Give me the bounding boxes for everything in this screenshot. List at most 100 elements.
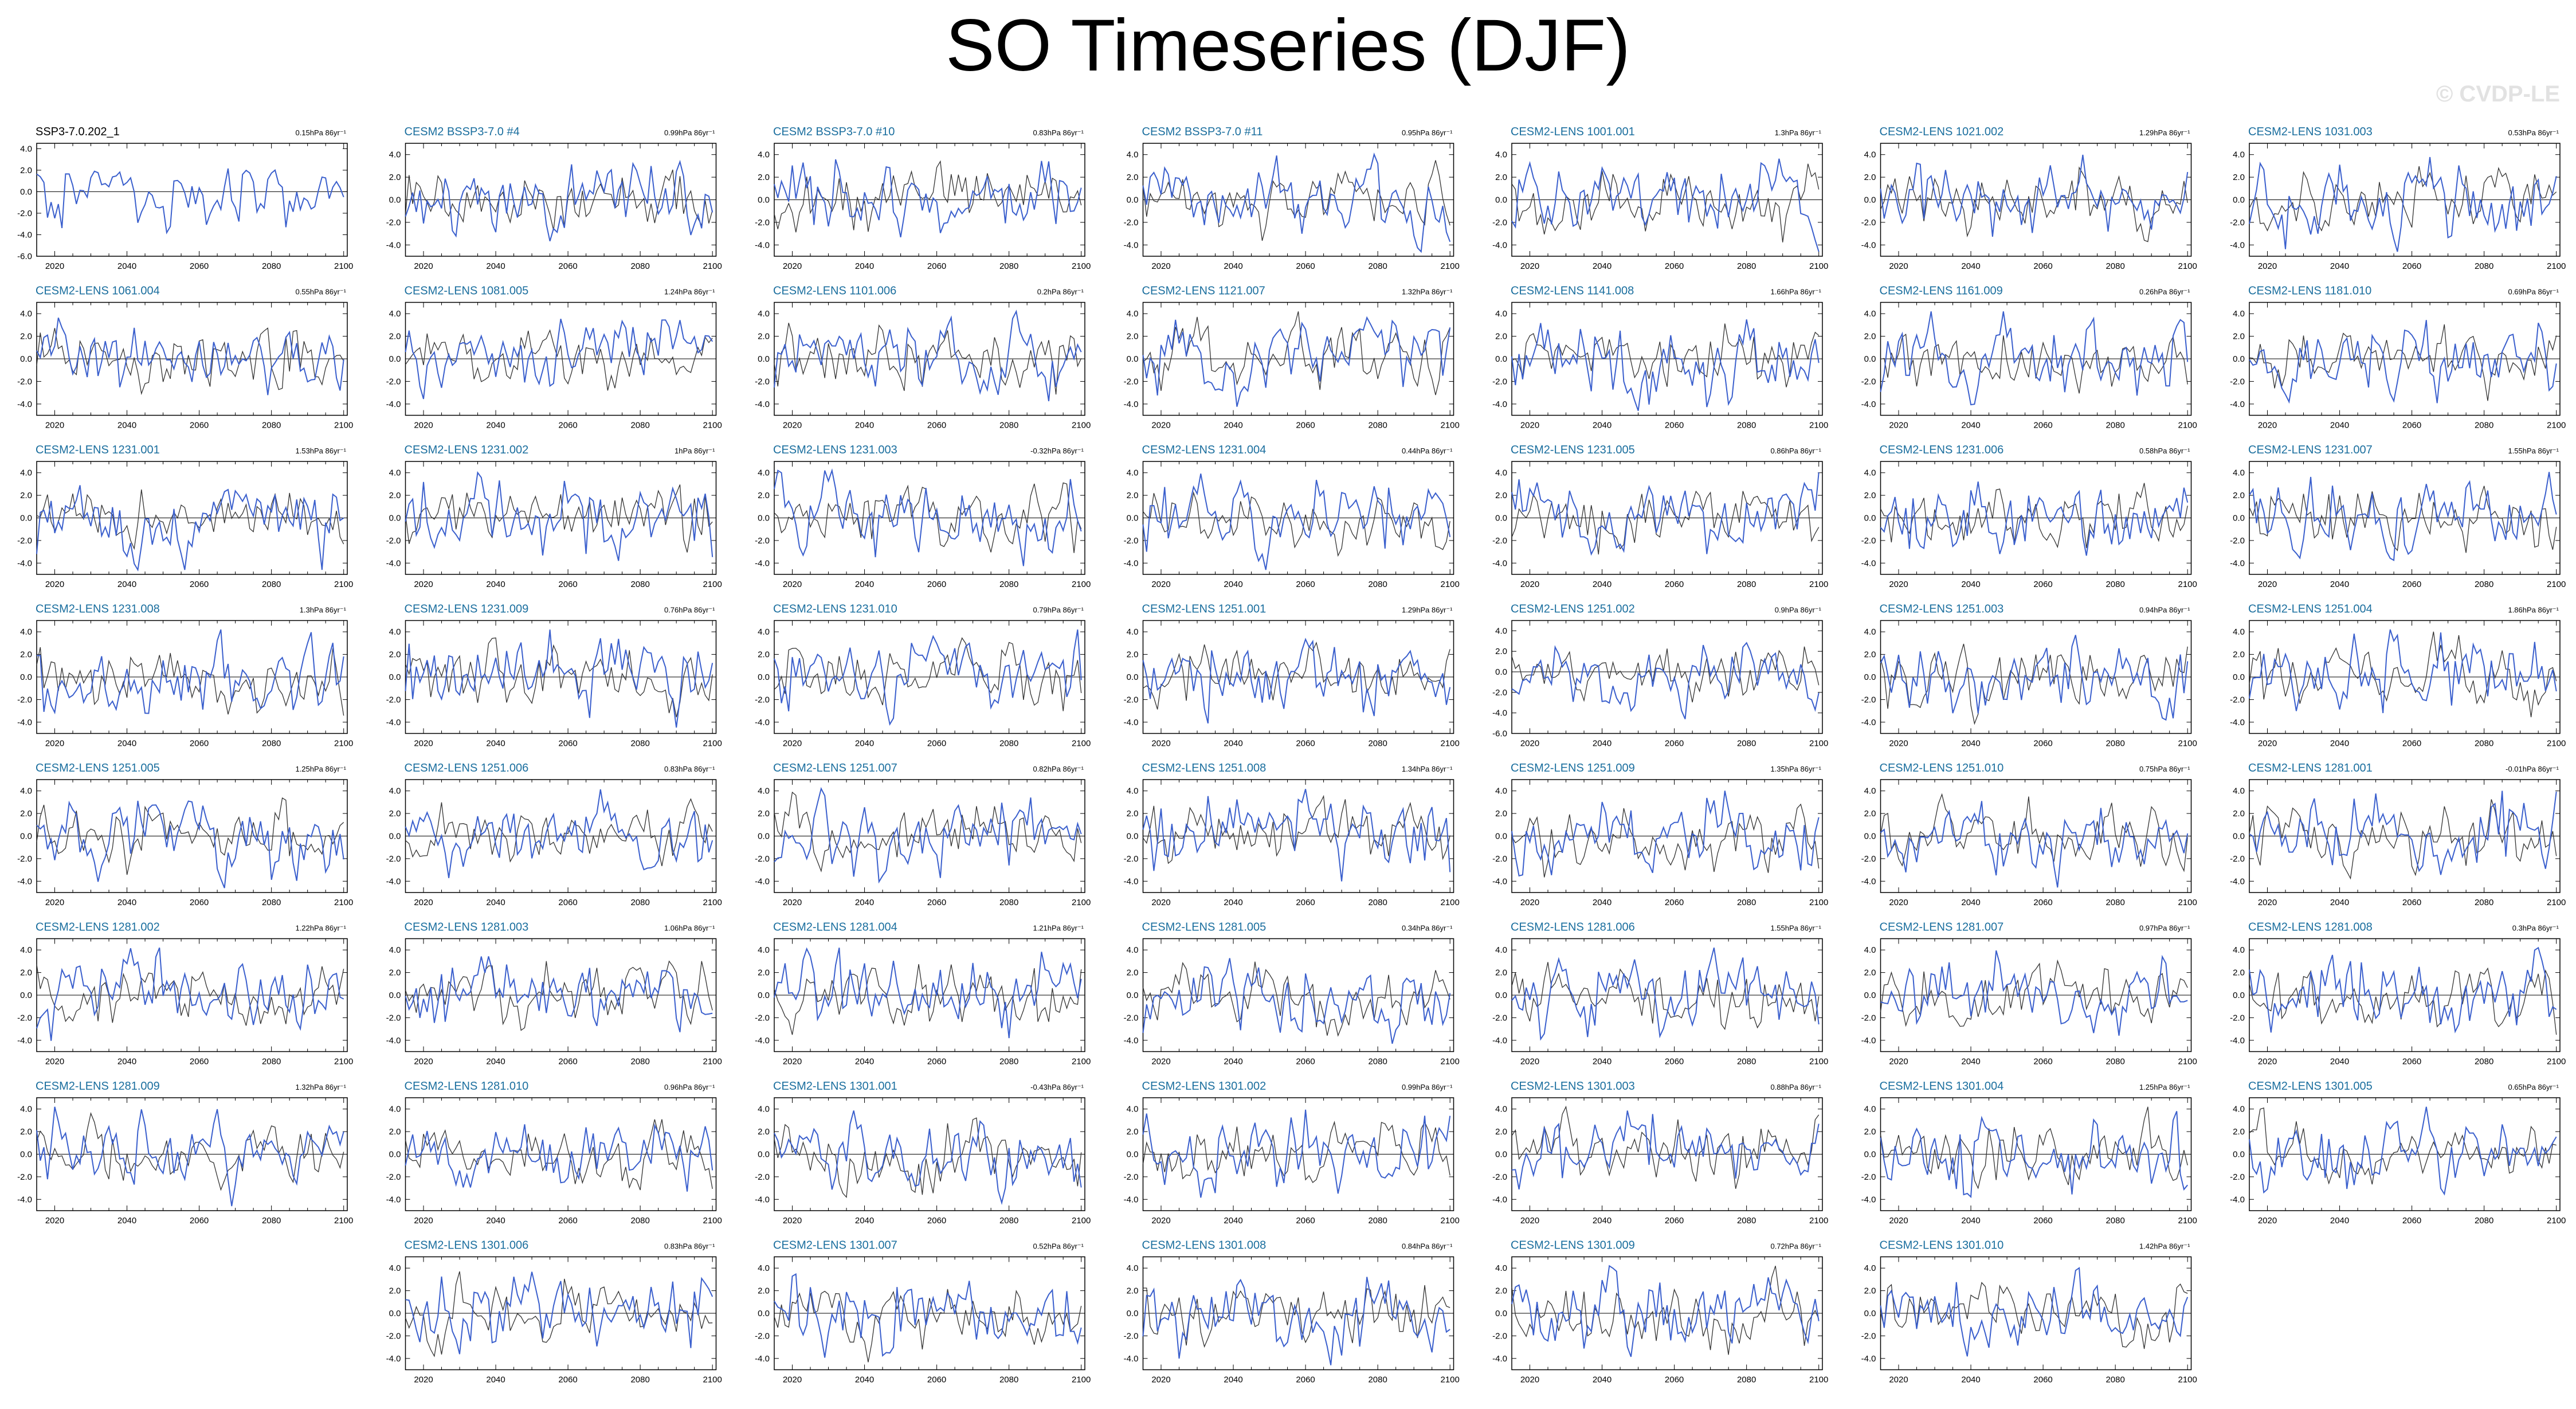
y-tick-label: -2.0	[1492, 854, 1507, 864]
trend-label: 1.86hPa 86yr⁻¹	[2508, 606, 2559, 615]
y-tick-label: 0.0	[1127, 514, 1139, 523]
y-tick-label: 4.0	[758, 150, 770, 160]
y-tick-label: 4.0	[389, 945, 401, 955]
series-line-reference	[1511, 646, 1820, 703]
series-line-ensemble	[1511, 1110, 1820, 1189]
x-tick-label: 2060	[2402, 739, 2421, 749]
y-tick-label: -2.0	[2230, 218, 2245, 228]
series-line-ensemble	[2249, 320, 2557, 404]
panel-title: CESM2-LENS 1251.004	[2248, 603, 2373, 616]
x-tick-label: 2100	[1441, 1057, 1460, 1067]
y-tick-label: -2.0	[386, 1331, 401, 1341]
series-line-ensemble	[2249, 156, 2557, 252]
x-tick-label: 2060	[2402, 1216, 2421, 1226]
series-line-ensemble	[1511, 641, 1820, 719]
series-line-reference	[1511, 323, 1820, 388]
panel-title: CESM2 BSSP3-7.0 #11	[1142, 126, 1263, 138]
y-tick-label: -2.0	[1861, 1013, 1876, 1023]
x-tick-label: 2080	[1737, 1216, 1756, 1226]
panel-title: CESM2-LENS 1251.007	[773, 762, 897, 774]
y-tick-label: 2.0	[1127, 650, 1139, 660]
x-tick-label: 2080	[630, 421, 649, 430]
x-tick-label: 2040	[1593, 898, 1612, 907]
x-tick-label: 2080	[2106, 1057, 2124, 1067]
trend-label: 1.34hPa 86yr⁻¹	[1402, 765, 1453, 773]
x-tick-label: 2060	[1296, 1216, 1315, 1226]
x-tick-label: 2080	[630, 898, 649, 907]
panel-title: CESM2-LENS 1301.007	[773, 1239, 897, 1252]
series-line-reference	[2249, 631, 2557, 718]
panel: CESM2-LENS 1251.004 1.86hPa 86yr⁻¹ 4.0 2.0 0…	[2230, 603, 2566, 749]
y-tick-label: 0.0	[20, 354, 32, 364]
y-tick-label: 0.0	[758, 1150, 770, 1160]
x-tick-label: 2060	[2033, 261, 2052, 271]
series-line-reference	[1880, 1106, 2188, 1189]
x-tick-label: 2100	[1809, 1375, 1828, 1385]
x-tick-label: 2060	[927, 261, 946, 271]
y-tick-label: 4.0	[1864, 1263, 1876, 1273]
x-tick-label: 2040	[486, 1216, 505, 1226]
y-tick-label: 0.0	[1495, 667, 1507, 677]
y-tick-label: -2.0	[2230, 695, 2245, 704]
panel-title: CESM2-LENS 1251.008	[1142, 762, 1267, 774]
series-line-reference	[36, 327, 344, 396]
y-tick-label: 4.0	[389, 309, 401, 319]
x-tick-label: 2060	[2033, 898, 2052, 907]
x-tick-label: 2100	[2547, 261, 2566, 271]
x-tick-label: 2060	[190, 1216, 209, 1226]
plot-frame	[36, 143, 348, 257]
x-tick-label: 2060	[927, 739, 946, 749]
x-tick-label: 2040	[855, 1375, 874, 1385]
y-tick-label: 2.0	[1127, 809, 1139, 819]
x-tick-label: 2080	[999, 1375, 1018, 1385]
y-tick-label: -4.0	[2230, 400, 2245, 409]
y-tick-label: 2.0	[1495, 332, 1507, 342]
x-tick-label: 2020	[783, 580, 802, 589]
y-tick-label: 4.0	[1495, 1105, 1507, 1114]
y-tick-label: 0.0	[758, 354, 770, 364]
panel-title: CESM2-LENS 1231.010	[773, 603, 897, 616]
x-tick-label: 2100	[1441, 1216, 1460, 1226]
x-tick-label: 2100	[2178, 1216, 2197, 1226]
x-tick-label: 2080	[1737, 580, 1756, 589]
y-tick-label: -4.0	[1492, 1354, 1507, 1364]
x-tick-label: 2060	[2033, 1057, 2052, 1067]
x-tick-label: 2060	[2033, 1375, 2052, 1385]
y-tick-label: -2.0	[1492, 218, 1507, 228]
x-tick-label: 2040	[1961, 739, 1980, 749]
y-tick-label: 2.0	[758, 1286, 770, 1296]
panel-title: CESM2-LENS 1301.002	[1142, 1080, 1267, 1093]
x-tick-label: 2080	[262, 739, 281, 749]
trend-label: 0.99hPa 86yr⁻¹	[1402, 1083, 1453, 1091]
y-tick-label: -4.0	[1861, 240, 1876, 250]
panel-title: CESM2-LENS 1251.009	[1511, 762, 1635, 774]
trend-label: 0.95hPa 86yr⁻¹	[1402, 128, 1453, 137]
x-tick-label: 2100	[1072, 1375, 1091, 1385]
trend-label: 0.44hPa 86yr⁻¹	[1402, 447, 1453, 455]
trend-label: 0.79hPa 86yr⁻¹	[1033, 606, 1084, 615]
trend-label: 0.26hPa 86yr⁻¹	[2139, 288, 2190, 296]
y-tick-label: 4.0	[1495, 626, 1507, 636]
y-tick-label: 0.0	[2233, 1150, 2245, 1160]
trend-label: 0.52hPa 86yr⁻¹	[1033, 1242, 1084, 1251]
x-tick-label: 2080	[1737, 898, 1756, 907]
y-tick-label: -2.0	[1124, 1331, 1139, 1341]
series-line-ensemble	[1880, 801, 2189, 888]
y-tick-label: -4.0	[386, 1036, 401, 1046]
panel-title: CESM2-LENS 1281.001	[2248, 762, 2373, 774]
x-tick-label: 2020	[2258, 898, 2277, 907]
x-tick-label: 2080	[262, 1057, 281, 1067]
panel: CESM2-LENS 1301.004 1.25hPa 86yr⁻¹ 4.0 2.0 0…	[1861, 1080, 2197, 1226]
series-line-reference	[1511, 962, 1820, 1031]
x-tick-label: 2100	[703, 898, 722, 907]
trend-label: -0.32hPa 86yr⁻¹	[1030, 447, 1084, 455]
y-tick-label: 4.0	[1127, 468, 1139, 478]
y-tick-label: 0.0	[1495, 195, 1507, 205]
panel: CESM2-LENS 1231.004 0.44hPa 86yr⁻¹ 4.0 2.0 0…	[1124, 444, 1460, 589]
x-tick-label: 2100	[1809, 1057, 1828, 1067]
panel: CESM2 BSSP3-7.0 #4 0.99hPa 86yr⁻¹ 4.0 2.0 0.…	[386, 126, 722, 271]
panel: CESM2-LENS 1021.002 1.29hPa 86yr⁻¹ 4.0 2.0 0…	[1861, 126, 2197, 271]
trend-label: 1.66hPa 86yr⁻¹	[1770, 288, 1821, 296]
y-tick-label: 4.0	[20, 468, 32, 478]
y-tick-label: 2.0	[389, 1286, 401, 1296]
